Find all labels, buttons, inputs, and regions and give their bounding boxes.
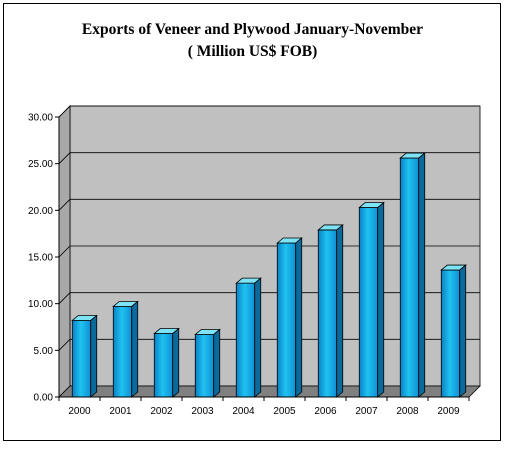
- bar-front: [276, 242, 297, 398]
- y-tick-label: 25.00: [28, 159, 53, 170]
- gridline: [58, 245, 480, 258]
- bar-side: [377, 201, 385, 398]
- x-tick-label: 2006: [314, 406, 337, 417]
- bar-front: [235, 282, 256, 398]
- gridline: [58, 198, 480, 211]
- bar-side: [459, 264, 467, 398]
- bar: [399, 152, 426, 398]
- bar-front: [71, 320, 92, 398]
- bar: [358, 201, 385, 398]
- bar: [440, 264, 467, 398]
- bar-side: [172, 327, 180, 398]
- bar-side: [90, 314, 98, 398]
- bar-side: [254, 277, 262, 398]
- gridline: [58, 152, 480, 164]
- y-tick-label: 5.00: [34, 346, 54, 357]
- x-tick-label: 2008: [396, 406, 419, 417]
- bar: [276, 237, 303, 398]
- x-axis-ticks: 2000 2001 2002 2003 2004 2005 2006 2007 2008 2009: [58, 397, 470, 417]
- bar: [194, 328, 221, 398]
- bar-side: [213, 328, 221, 398]
- bar: [153, 327, 180, 398]
- bar-front: [153, 333, 174, 398]
- bar-front: [440, 269, 461, 398]
- gridlines: [58, 105, 480, 351]
- bar-side: [131, 300, 139, 398]
- chart-subtitle: ( Million US$ FOB): [187, 43, 318, 60]
- x-tick-label: 2000: [68, 406, 91, 417]
- gridline: [58, 338, 480, 351]
- bar-front: [112, 306, 133, 398]
- bar-front: [194, 334, 215, 398]
- bar: [112, 300, 139, 398]
- bar-side: [295, 237, 303, 398]
- chart-title: Exports of Veneer and Plywood January-No…: [81, 21, 424, 38]
- bar-side: [336, 224, 344, 398]
- x-tick-label: 2009: [437, 406, 460, 417]
- x-tick-label: 2005: [273, 406, 296, 417]
- bar: [235, 277, 262, 398]
- bar: [71, 314, 98, 398]
- y-tick-label: 20.00: [28, 206, 53, 217]
- x-tick-label: 2004: [232, 406, 255, 417]
- bar-front: [317, 229, 338, 398]
- x-tick-label: 2003: [191, 406, 214, 417]
- bar: [317, 224, 344, 398]
- bar-front: [358, 207, 379, 398]
- gridline: [58, 105, 480, 118]
- x-tick-label: 2001: [109, 406, 132, 417]
- gridline: [58, 292, 480, 304]
- y-tick-label: 0.00: [34, 393, 54, 404]
- y-tick-label: 15.00: [28, 253, 53, 264]
- y-axis-ticks: 0.00 5.00 10.00 15.00 20.00 25.00 30.00: [28, 113, 59, 404]
- y-tick-label: 10.00: [28, 299, 53, 310]
- x-tick-label: 2002: [150, 406, 173, 417]
- x-tick-label: 2007: [355, 406, 378, 417]
- bar-front: [399, 157, 420, 398]
- bar-side: [418, 152, 426, 398]
- y-tick-label: 30.00: [28, 113, 53, 124]
